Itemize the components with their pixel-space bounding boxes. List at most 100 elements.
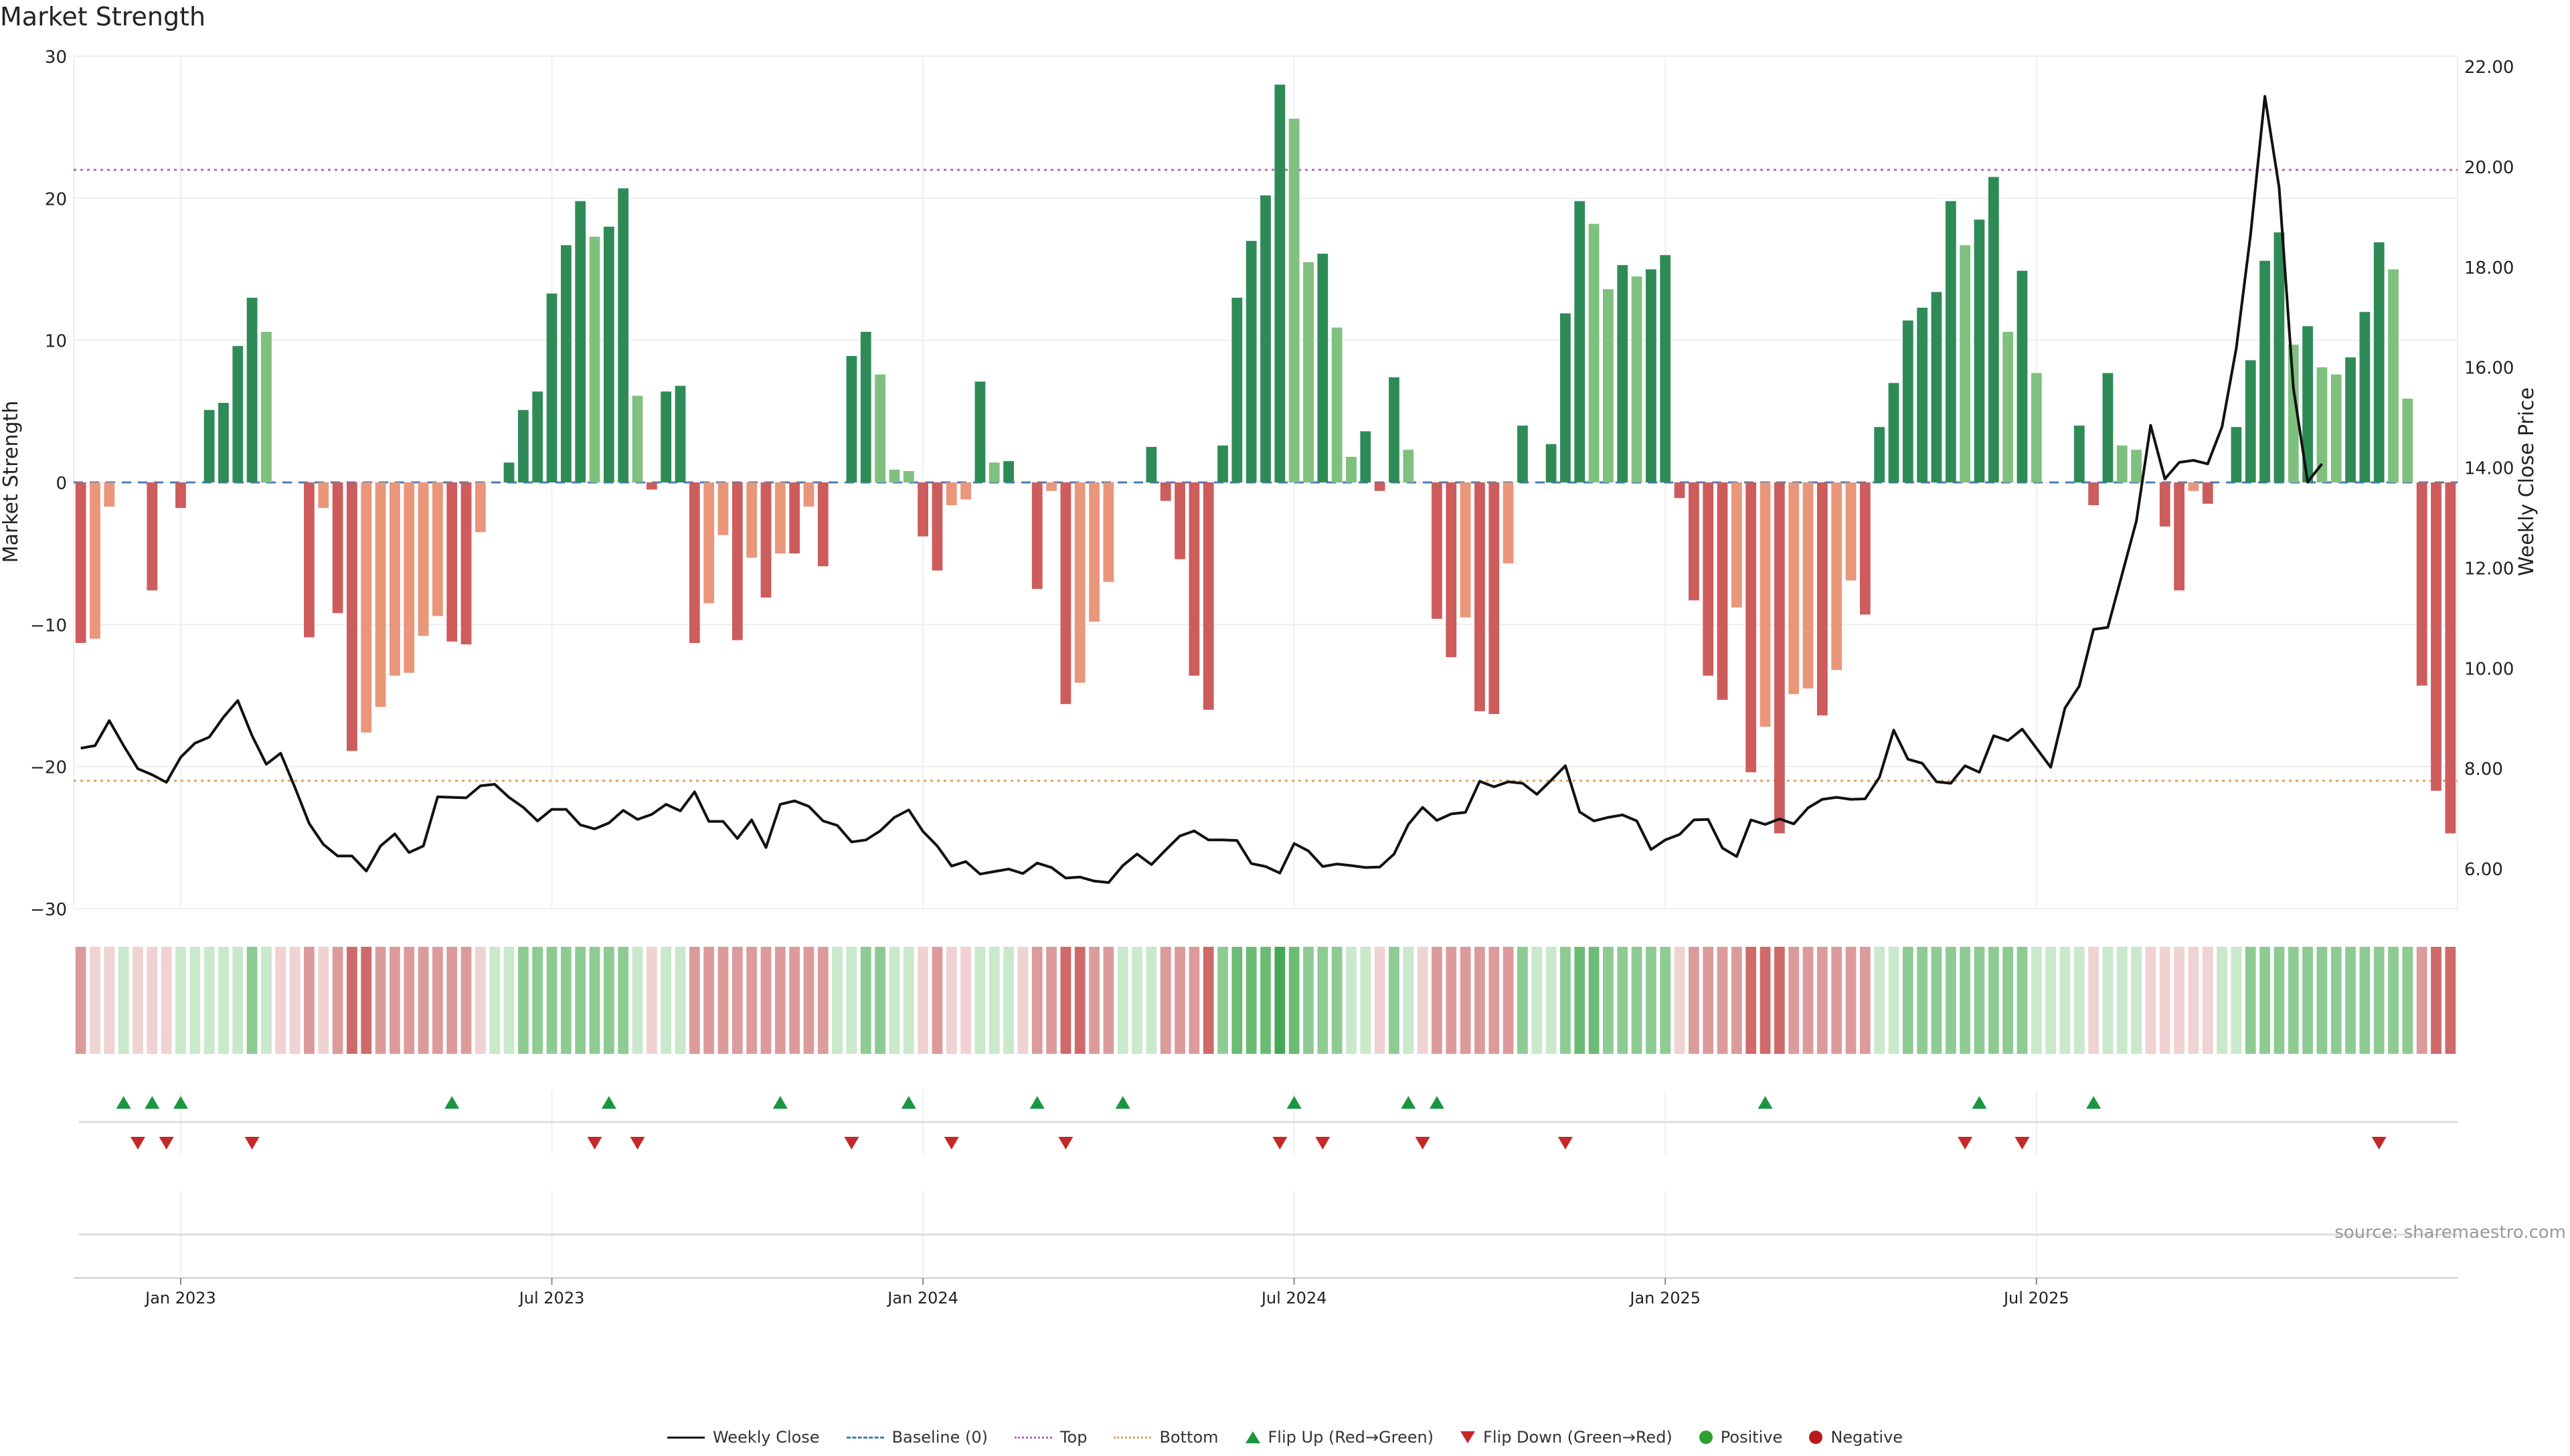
strength-bar: [1303, 262, 1314, 482]
strength-bar: [1189, 482, 1200, 676]
regime-cell: [1816, 947, 1828, 1054]
regime-cell: [632, 947, 643, 1054]
strength-bar: [2159, 482, 2170, 527]
strength-bar: [717, 482, 729, 535]
flip-up-marker: [1758, 1096, 1773, 1109]
flip-up-marker: [1115, 1096, 1130, 1109]
regime-cell: [1260, 947, 1271, 1054]
weekly-close-series: [80, 95, 2323, 884]
strength-bar: [390, 482, 400, 676]
strength-bar: [1503, 482, 1514, 564]
regime-cell: [2017, 947, 2028, 1054]
legend-baseline: Baseline (0): [846, 1428, 988, 1447]
regime-cell: [1646, 947, 1656, 1054]
strength-bar: [2088, 482, 2099, 505]
regime-cell: [1960, 947, 1971, 1054]
flip-up-marker: [444, 1096, 460, 1109]
regime-cell: [1274, 947, 1286, 1054]
strength-bar: [1688, 482, 1699, 601]
strength-bar: [960, 482, 971, 500]
strength-bar: [632, 395, 643, 482]
strength-bar: [661, 391, 672, 482]
strength-bar: [1917, 307, 1928, 482]
strength-bar: [2445, 482, 2456, 834]
regime-cell: [1403, 947, 1414, 1054]
regime-cell: [1346, 947, 1357, 1054]
flip-down-marker: [1958, 1137, 1973, 1150]
strength-bar: [1089, 482, 1100, 622]
regime-cell: [1103, 947, 1114, 1054]
strength-bar: [1217, 445, 1228, 482]
strength-bar: [2116, 445, 2128, 482]
strength-bar: [946, 482, 957, 505]
legend-flip-down: Flip Down (Green→Red): [1460, 1428, 1673, 1447]
y-tick-label-left: 30: [45, 48, 67, 68]
flip-up-marker: [601, 1096, 616, 1109]
regime-cell: [75, 947, 86, 1054]
strength-bar: [846, 356, 857, 482]
legend-flip-up: Flip Up (Red→Green): [1245, 1428, 1434, 1447]
strength-bar: [860, 331, 871, 482]
strength-bar: [1902, 320, 1913, 482]
strength-bar: [932, 482, 943, 571]
flip-down-marker: [2371, 1137, 2387, 1150]
regime-cell: [875, 947, 885, 1054]
strength-bar: [2431, 482, 2442, 791]
flip-down-marker: [630, 1137, 645, 1150]
strength-bar: [1346, 456, 1357, 482]
strength-bar: [1432, 482, 1442, 619]
strength-bar: [903, 471, 914, 482]
strength-bar: [2002, 331, 2014, 482]
regime-cell: [347, 947, 357, 1054]
flip-up-marker: [1286, 1096, 1302, 1109]
flip-up-marker: [173, 1096, 188, 1109]
strength-bar: [1003, 461, 1014, 482]
regime-cell: [1160, 947, 1171, 1054]
strength-bar: [1274, 84, 1286, 482]
x-tick-label: Jul 2024: [1260, 1289, 1327, 1307]
regime-cell: [90, 947, 100, 1054]
regime-cell: [304, 947, 315, 1054]
regime-cell: [846, 947, 857, 1054]
strength-bar: [732, 482, 743, 640]
flip-down-marker: [1272, 1137, 1288, 1150]
strength-bar: [1988, 177, 1999, 482]
strength-bar: [1446, 482, 1457, 658]
strength-bar: [1745, 482, 1757, 773]
strength-bar: [1160, 482, 1171, 501]
regime-cell: [1303, 947, 1314, 1054]
strength-bar: [1060, 482, 1072, 705]
strength-bar: [1859, 482, 1871, 615]
strength-bar: [1046, 482, 1057, 491]
strength-bar: [2174, 482, 2184, 591]
strength-bar: [2073, 426, 2085, 482]
flip-up-marker: [1401, 1096, 1416, 1109]
strength-bar: [404, 482, 415, 673]
regime-cell: [817, 947, 829, 1054]
regime-cell: [1417, 947, 1428, 1054]
y-tick-label-right: 22.00: [2464, 58, 2514, 78]
strength-bar: [361, 482, 372, 733]
regime-cell: [618, 947, 629, 1054]
regime-cell: [1031, 947, 1043, 1054]
regime-cell: [460, 947, 472, 1054]
regime-cell: [2231, 947, 2242, 1054]
y-axis-left-label: Market Strength: [0, 401, 23, 563]
regime-cell: [1474, 947, 1485, 1054]
regime-cell: [161, 947, 172, 1054]
strength-bar: [1246, 241, 1257, 482]
strength-bar: [589, 236, 600, 482]
y-tick-label-right: 20.00: [2464, 158, 2514, 178]
regime-cell: [203, 947, 215, 1054]
regime-cell: [1360, 947, 1371, 1054]
regime-cell: [2145, 947, 2156, 1054]
legend: Weekly Close Baseline (0) Top Bottom Fli…: [0, 1419, 2570, 1456]
strength-bar: [1931, 292, 1942, 482]
strength-bar: [1074, 482, 1086, 683]
regime-cell: [1931, 947, 1942, 1054]
strength-bar: [261, 331, 272, 482]
regime-cell: [118, 947, 129, 1054]
legend-label: Baseline (0): [891, 1428, 988, 1447]
strength-bar: [1816, 482, 1828, 716]
regime-cell: [375, 947, 386, 1054]
